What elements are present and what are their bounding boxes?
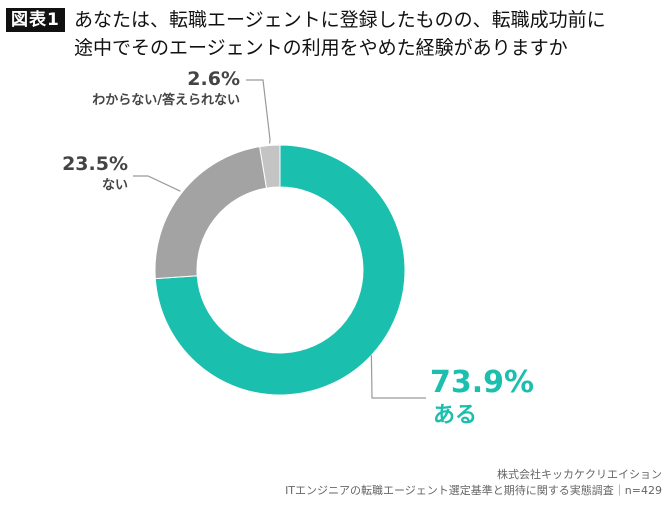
chart-title-line-2: 途中でそのエージェントの利用をやめた経験がありますか (74, 37, 568, 59)
leader-line-wakaranai (246, 79, 271, 144)
slice-value-label-nai: 23.5% (62, 153, 128, 175)
slice-wakaranai (259, 144, 281, 189)
slice-aru (154, 144, 406, 396)
footer-source: ITエンジニアの転職エージェント選定基準と期待に関する実態調査｜n=429 (285, 484, 662, 497)
chart-title: あなたは、転職エージェントに登録したものの、転職成功前に 途中でそのエージェント… (74, 6, 664, 62)
slice-category-label-wakaranai: わからない/答えられない (92, 92, 240, 108)
leader-lines (133, 79, 426, 399)
slice-value-label-aru: 73.9% (430, 365, 534, 400)
figure-badge: 図表1 (6, 8, 65, 32)
donut-slices (154, 144, 406, 396)
slice-nai (154, 146, 268, 280)
slice-value-label-wakaranai: 2.6% (187, 68, 240, 90)
footer-company: 株式会社キッカケクリエイション (497, 468, 662, 481)
chart-footer: 株式会社キッカケクリエイション ITエンジニアの転職エージェント選定基準と期待に… (285, 467, 662, 499)
leader-line-nai (133, 175, 181, 192)
slice-category-label-aru: ある (433, 403, 477, 428)
chart-title-line-1: あなたは、転職エージェントに登録したものの、転職成功前に (74, 9, 606, 31)
slice-category-label-nai: ない (102, 178, 128, 193)
leader-line-aru (370, 355, 426, 399)
